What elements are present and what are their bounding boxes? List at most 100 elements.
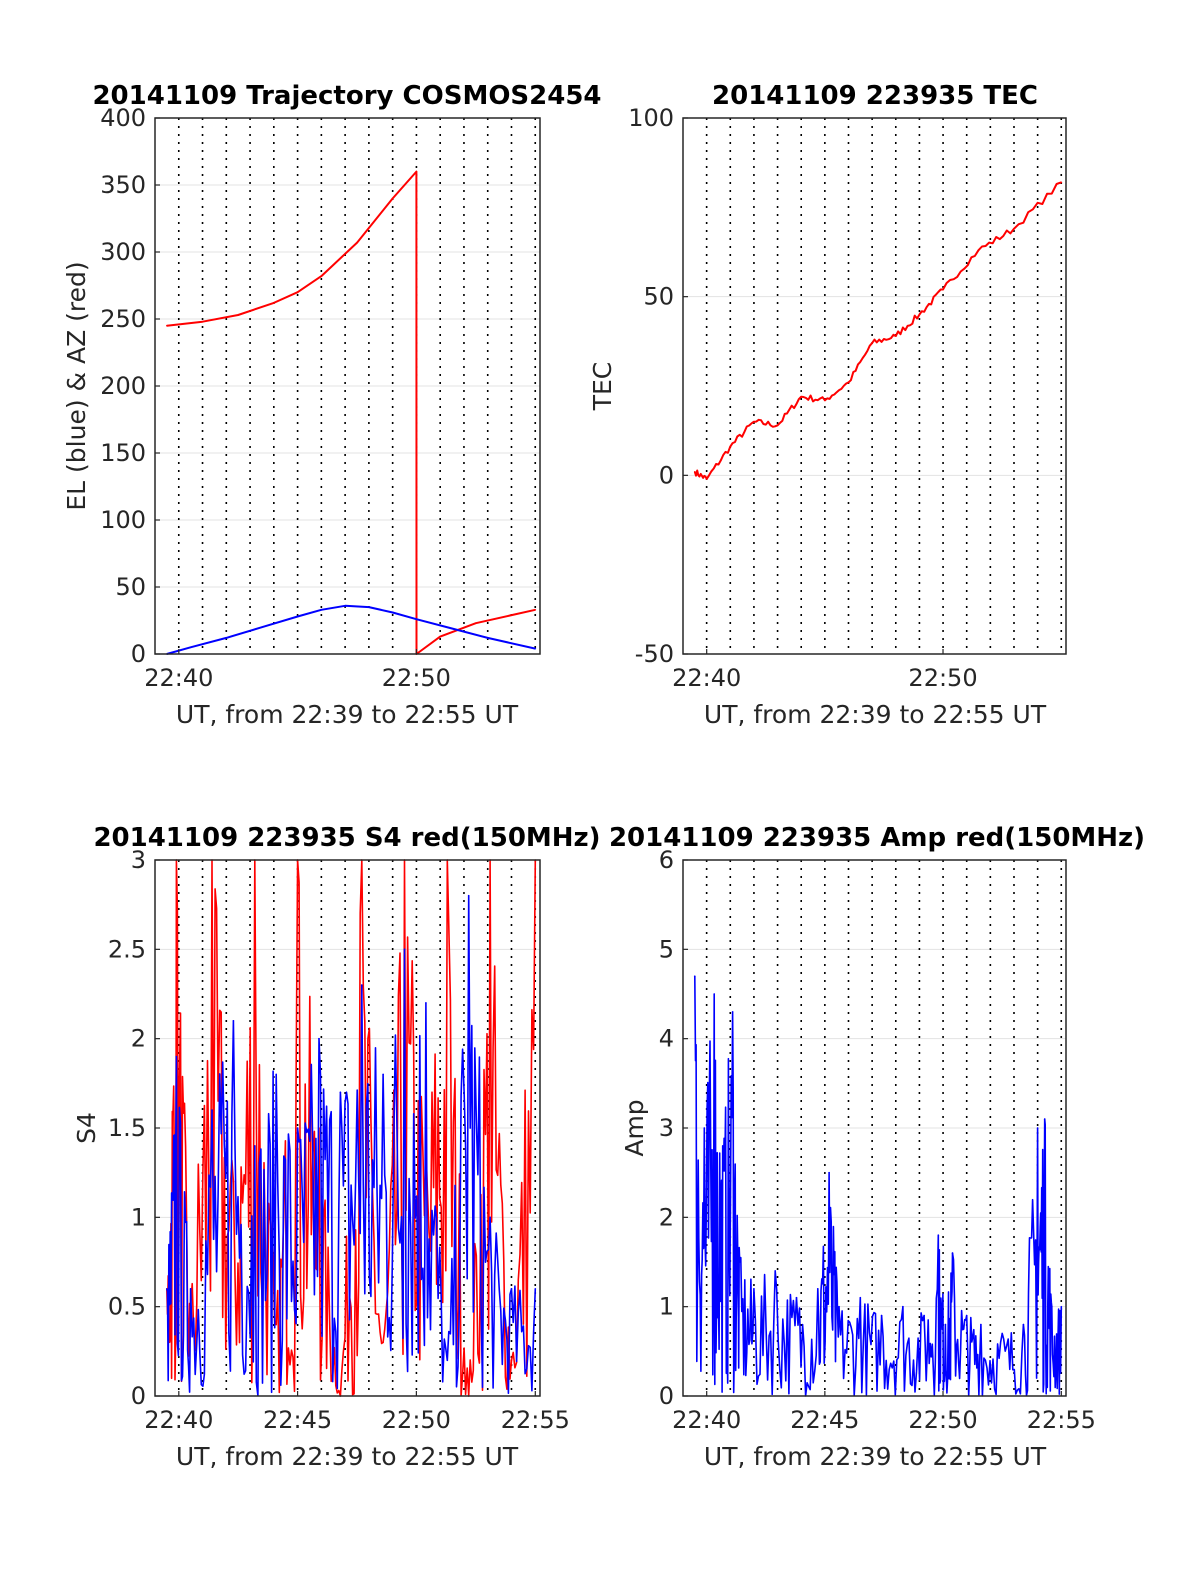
y-tick-label: 250 (100, 305, 146, 333)
x-axis-label: UT, from 22:39 to 22:55 UT (176, 1442, 519, 1471)
data-point (356, 241, 358, 244)
data-point (1043, 1118, 1046, 1120)
data-point (296, 1127, 299, 1129)
data-point (816, 1288, 819, 1290)
data-point (951, 1252, 954, 1254)
data-point (254, 1145, 256, 1147)
data-point (937, 1234, 940, 1236)
data-point (721, 1145, 724, 1147)
data-point (232, 1020, 235, 1022)
data-point (902, 1305, 904, 1308)
y-tick-label: 0 (131, 640, 146, 668)
y-tick-label: 0 (131, 1382, 146, 1410)
data-point (382, 1073, 384, 1076)
y-tick-label: 400 (100, 104, 146, 132)
data-point (703, 1127, 706, 1129)
data-point (211, 1109, 213, 1111)
data-point (918, 313, 921, 316)
data-point (344, 604, 346, 607)
panel-s4: 0 0.5 1 1.5 2 2.5 3 22:40 22:45 22:50 22:55 201411… (72, 823, 601, 1471)
data-point (382, 1341, 384, 1344)
data-point (729, 445, 732, 448)
chart-title: 20141109 223935 S4 red(150MHz) (93, 823, 600, 853)
y-tick-label: 50 (643, 283, 674, 311)
data-point (189, 646, 192, 649)
data-point (403, 948, 406, 951)
data-point (439, 635, 441, 638)
x-tick-label: 22:40 (144, 664, 213, 692)
panel-trajectory: 0 50 100 150 200 250 300 350 400 22:40 22:50 20141… (62, 81, 602, 729)
y-tick-label: 300 (100, 238, 146, 266)
data-point (1060, 1305, 1063, 1308)
data-point (475, 622, 477, 624)
data-point (318, 1037, 320, 1040)
data-point (166, 1288, 168, 1290)
data-point (275, 1073, 278, 1076)
data-point (201, 320, 204, 323)
y-tick-label: 2.5 (108, 935, 146, 963)
x-tick-label: 22:55 (1027, 1406, 1096, 1434)
data-point (1051, 1305, 1053, 1308)
data-point (534, 608, 537, 611)
series-line (166, 170, 536, 655)
data-point (965, 1314, 968, 1317)
data-point (320, 275, 323, 277)
data-point (894, 335, 897, 337)
y-tick-label: 2 (659, 1203, 674, 1231)
y-tick-label: 1 (131, 1203, 146, 1231)
data-point (1013, 227, 1015, 230)
y-tick-label: 4 (659, 1025, 674, 1053)
data-point (486, 637, 489, 639)
data-point (824, 399, 826, 402)
data-point (175, 1055, 178, 1058)
data-point (880, 1314, 883, 1317)
y-tick-label: 200 (100, 372, 146, 400)
y-tick-label: 6 (659, 846, 674, 874)
data-point (859, 1296, 862, 1299)
y-tick-label: 5 (659, 935, 674, 963)
y-tick-label: -50 (635, 640, 674, 668)
data-point (166, 324, 168, 327)
x-axis-label: UT, from 22:39 to 22:55 UT (176, 700, 519, 729)
chart-title: 20141109 Trajectory COSMOS2454 (92, 81, 601, 111)
data-point (339, 1091, 342, 1094)
data-point (753, 420, 755, 423)
x-tick-label: 22:50 (382, 664, 451, 692)
y-axis-label: TEC (588, 362, 617, 412)
data-point (838, 1305, 840, 1308)
y-tick-label: 150 (100, 439, 146, 467)
data-point (795, 1296, 798, 1299)
data-point (467, 894, 470, 897)
data-point (1036, 1127, 1039, 1129)
data-point (272, 302, 275, 304)
data-point (296, 291, 299, 294)
series-line (166, 604, 536, 655)
data-point (232, 1180, 235, 1183)
y-tick-label: 350 (100, 171, 146, 199)
y-tick-label: 100 (628, 104, 674, 132)
data-point (776, 424, 779, 427)
chart-title: 20141109 223935 Amp red(150MHz) (609, 823, 1145, 853)
data-point (713, 993, 716, 995)
data-point (446, 1359, 449, 1362)
data-point (189, 1288, 192, 1290)
data-point (977, 249, 980, 252)
data-point (847, 381, 850, 384)
data-point (1001, 1332, 1003, 1335)
plot-frame (682, 117, 1067, 655)
y-tick-label: 50 (115, 573, 146, 601)
data-point (415, 618, 418, 620)
y-tick-label: 3 (131, 846, 146, 874)
y-tick-label: 2 (131, 1025, 146, 1053)
data-point (871, 342, 873, 344)
data-point (1060, 181, 1063, 184)
data-point (237, 314, 239, 316)
data-point (693, 470, 696, 473)
data-point (510, 1359, 513, 1362)
panel-amp: 0 1 2 3 4 5 6 22:40 22:45 22:50 22:55 20141109 223… (609, 823, 1145, 1471)
data-point (731, 1011, 734, 1013)
y-axis-label: Amp (620, 1099, 649, 1156)
x-tick-label: 22:50 (908, 1406, 977, 1434)
data-point (225, 637, 228, 639)
